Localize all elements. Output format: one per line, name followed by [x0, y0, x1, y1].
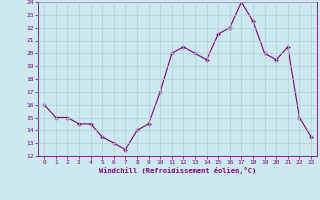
X-axis label: Windchill (Refroidissement éolien,°C): Windchill (Refroidissement éolien,°C) [99, 167, 256, 174]
